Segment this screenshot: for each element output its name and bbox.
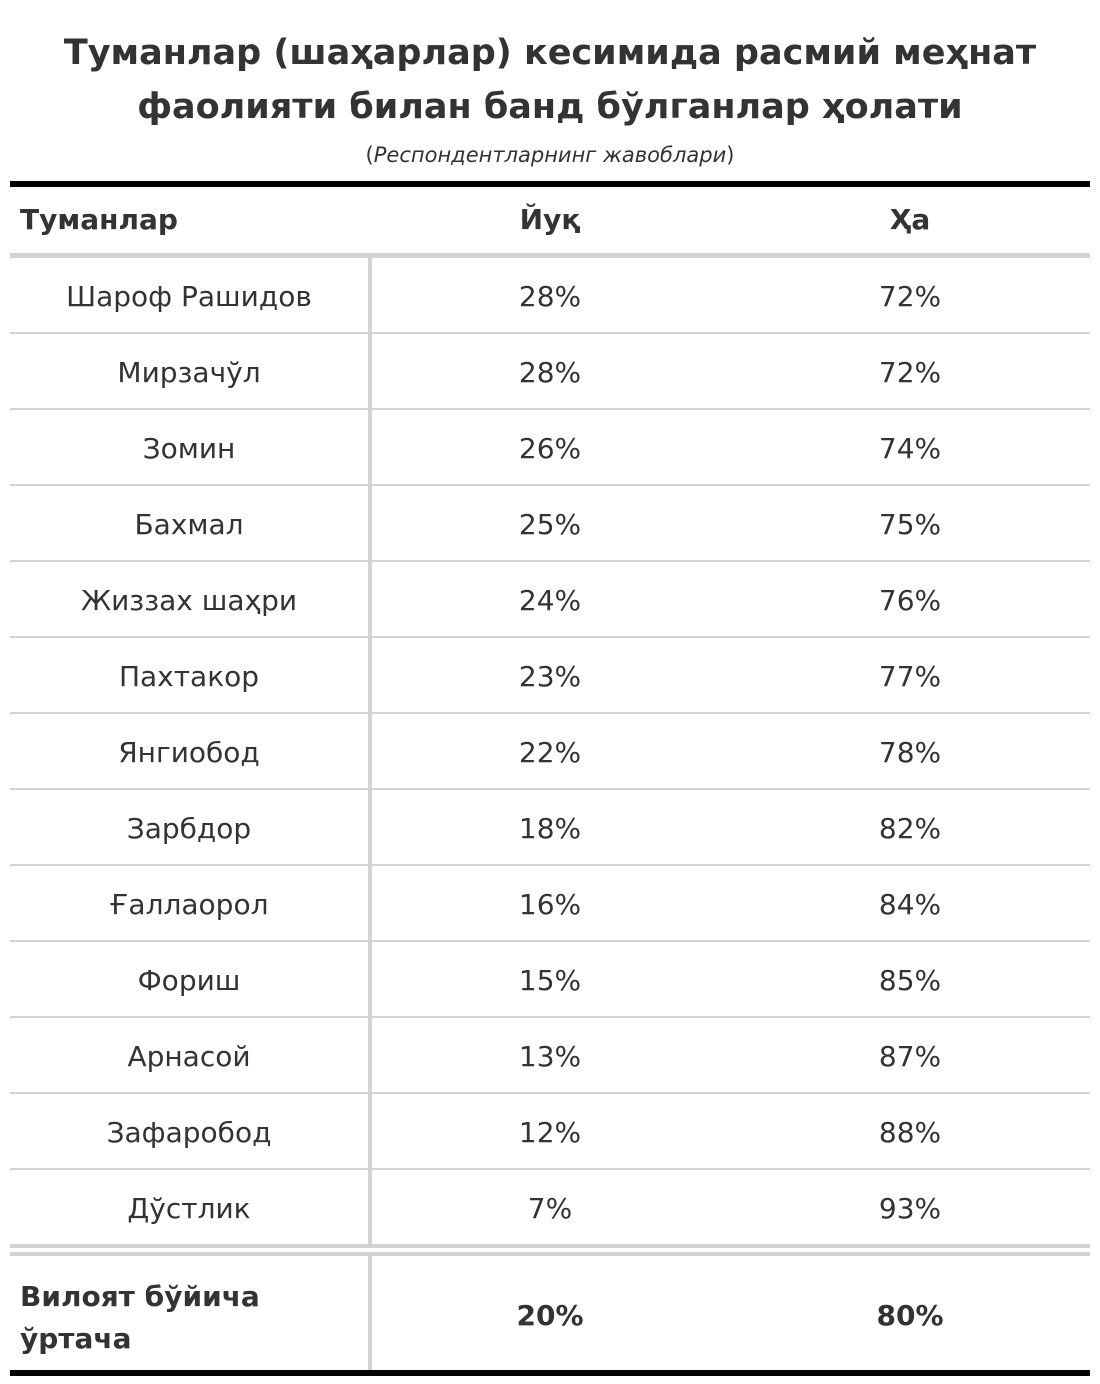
footer-no-value: 20% bbox=[516, 1299, 584, 1332]
no-value: 28% bbox=[518, 356, 582, 389]
column-divider bbox=[368, 258, 372, 334]
column-divider bbox=[368, 562, 372, 638]
table-row: Зарбдор 18% 82% bbox=[10, 790, 1090, 866]
table-row: Ғаллаорол 16% 84% bbox=[10, 866, 1090, 942]
district-name: Дўстлик bbox=[127, 1192, 251, 1225]
table-row: Жиззах шаҳри 24% 76% bbox=[10, 562, 1090, 638]
bottom-rule bbox=[10, 1370, 1090, 1376]
title-line-1: Туманлар (шаҳарлар) кесимида расмий меҳн… bbox=[63, 33, 1037, 73]
no-value: 16% bbox=[518, 888, 582, 921]
table-row: Мирзачўл 28% 72% bbox=[10, 334, 1090, 410]
district-name: Жиззах шаҳри bbox=[80, 584, 298, 617]
column-divider bbox=[368, 486, 372, 562]
district-name: Зарбдор bbox=[126, 812, 252, 845]
column-divider bbox=[368, 638, 372, 714]
table-row: Пахтакор 23% 77% bbox=[10, 638, 1090, 714]
no-value: 24% bbox=[518, 584, 582, 617]
yes-value: 74% bbox=[878, 432, 942, 465]
table-row: Шароф Рашидов 28% 72% bbox=[10, 258, 1090, 334]
yes-value: 72% bbox=[878, 356, 942, 389]
yes-value: 84% bbox=[878, 888, 942, 921]
no-value: 28% bbox=[518, 280, 582, 313]
yes-value: 72% bbox=[878, 280, 942, 313]
yes-value: 78% bbox=[878, 736, 942, 769]
footer-yes-value: 80% bbox=[876, 1299, 944, 1332]
table-row: Арнасой 13% 87% bbox=[10, 1018, 1090, 1094]
subtitle-text: Респондентларнинг жавоблари bbox=[373, 143, 727, 167]
table-row: Янгиобод 22% 78% bbox=[10, 714, 1090, 790]
district-name: Янгиобод bbox=[118, 736, 260, 769]
no-value: 23% bbox=[518, 660, 582, 693]
district-name: Арнасой bbox=[127, 1040, 251, 1073]
yes-value: 76% bbox=[878, 584, 942, 617]
footer-rule bbox=[10, 1244, 1090, 1256]
table-title: Туманлар (шаҳарлар) кесимида расмий меҳн… bbox=[0, 26, 1100, 134]
column-divider bbox=[368, 334, 372, 410]
header-district: Туманлар bbox=[20, 203, 178, 236]
yes-value: 93% bbox=[878, 1192, 942, 1225]
title-line-2: фаолияти билан банд бўлганлар ҳолати bbox=[137, 87, 963, 127]
header-rule bbox=[10, 253, 1090, 258]
yes-value: 85% bbox=[878, 964, 942, 997]
yes-value: 88% bbox=[878, 1116, 942, 1149]
header-no: Йуқ bbox=[519, 203, 581, 236]
district-name: Мирзачўл bbox=[117, 356, 261, 389]
table-header: Туманлар Йуқ Ҳа bbox=[10, 187, 1090, 253]
column-divider bbox=[368, 714, 372, 790]
column-divider bbox=[368, 942, 372, 1018]
table-row: Бахмал 25% 75% bbox=[10, 486, 1090, 562]
yes-value: 87% bbox=[878, 1040, 942, 1073]
district-name: Шароф Рашидов bbox=[66, 280, 312, 313]
column-divider bbox=[368, 1170, 372, 1246]
table-row: Зафаробод 12% 88% bbox=[10, 1094, 1090, 1170]
no-value: 7% bbox=[527, 1192, 573, 1225]
yes-value: 82% bbox=[878, 812, 942, 845]
district-name: Зомин bbox=[142, 432, 236, 465]
table-body: Шароф Рашидов 28% 72% Мирзачўл 28% 72% Зомин 26… bbox=[10, 258, 1090, 1246]
column-divider bbox=[368, 1018, 372, 1094]
no-value: 26% bbox=[518, 432, 582, 465]
no-value: 25% bbox=[518, 508, 582, 541]
no-value: 12% bbox=[518, 1116, 582, 1149]
district-name: Пахтакор bbox=[118, 660, 260, 693]
footer-label-line-1: Вилоят бўйича bbox=[20, 1280, 260, 1313]
yes-value: 77% bbox=[878, 660, 942, 693]
district-name: Ғаллаорол bbox=[109, 888, 269, 921]
no-value: 15% bbox=[518, 964, 582, 997]
table-row: Фориш 15% 85% bbox=[10, 942, 1090, 1018]
column-divider bbox=[368, 866, 372, 942]
district-name: Бахмал bbox=[134, 508, 244, 541]
footer-label: Вилоят бўйича ўртача bbox=[20, 1276, 340, 1360]
no-value: 13% bbox=[518, 1040, 582, 1073]
footer-column-divider bbox=[368, 1256, 372, 1370]
column-divider bbox=[368, 1094, 372, 1170]
district-name: Зафаробод bbox=[106, 1116, 272, 1149]
footer-label-line-2: ўртача bbox=[20, 1322, 132, 1355]
district-name: Фориш bbox=[137, 964, 241, 997]
column-divider bbox=[368, 410, 372, 486]
table-row: Зомин 26% 74% bbox=[10, 410, 1090, 486]
header-yes: Ҳа bbox=[889, 203, 931, 236]
column-divider bbox=[368, 790, 372, 866]
no-value: 18% bbox=[518, 812, 582, 845]
table-subtitle: (Респондентларнинг жавоблари) bbox=[365, 143, 735, 167]
top-rule bbox=[10, 181, 1090, 187]
yes-value: 75% bbox=[878, 508, 942, 541]
table-row: Дўстлик 7% 93% bbox=[10, 1170, 1090, 1246]
no-value: 22% bbox=[518, 736, 582, 769]
table-footer-row: Вилоят бўйича ўртача 20% 80% bbox=[10, 1256, 1090, 1370]
